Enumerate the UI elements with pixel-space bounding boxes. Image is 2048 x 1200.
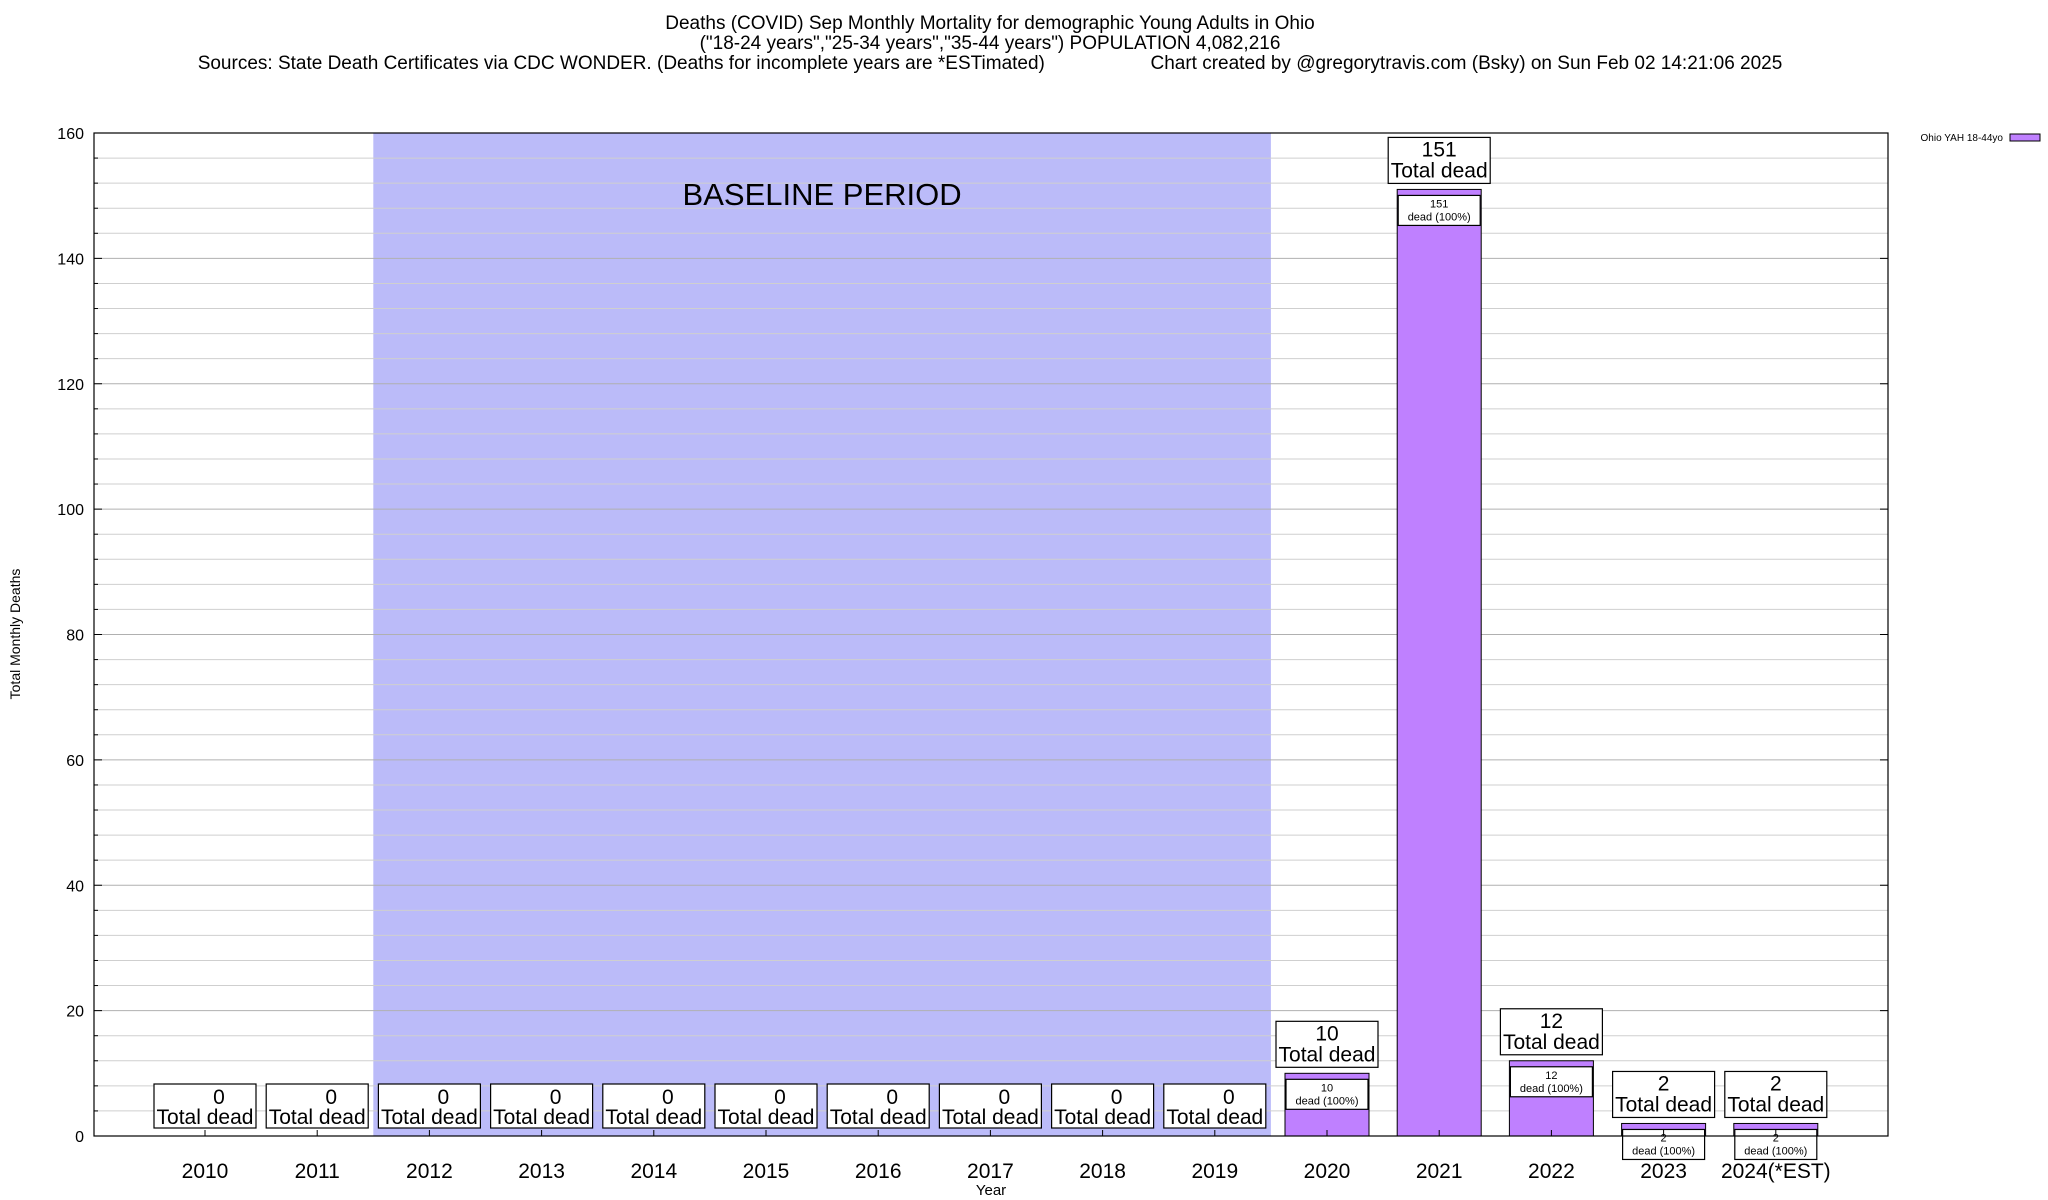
x-tick-label: 2015	[743, 1160, 790, 1183]
bar-inner-value: 151	[1430, 198, 1448, 210]
bar-total-label: Total dead	[1391, 159, 1488, 182]
x-tick-label: 2016	[855, 1160, 902, 1183]
y-tick-label: 0	[75, 1129, 84, 1146]
legend-label: Ohio YAH 18-44yo	[1921, 133, 2004, 144]
bar-inner-value: 2	[1773, 1132, 1779, 1144]
x-tick-label: 2023	[1640, 1160, 1687, 1183]
bar-inner-pct: dead (100%)	[1744, 1145, 1807, 1157]
chart-sources: Sources: State Death Certificates via CD…	[197, 53, 1045, 74]
x-tick-label: 2011	[295, 1160, 340, 1183]
bar-total-box	[826, 1083, 930, 1129]
bar-total-box	[1724, 1070, 1828, 1119]
y-axis-label: Total Monthly Deaths	[7, 569, 23, 700]
bar-total-label: Total dead	[942, 1106, 1039, 1129]
x-tick-label: 2010	[182, 1160, 229, 1183]
bar-inner-value: 12	[1545, 1070, 1557, 1082]
bar-total-label: Total dead	[718, 1106, 815, 1129]
bar-total-label: Total dead	[1279, 1043, 1376, 1066]
x-tick-label: 2017	[967, 1160, 1014, 1183]
chart-subtitle: ("18-24 years","25-34 years","35-44 year…	[699, 33, 1281, 54]
chart-title: Deaths (COVID) Sep Monthly Mortality for…	[665, 13, 1315, 34]
bar-total-box	[377, 1083, 481, 1129]
bar-total-value: 0	[662, 1086, 674, 1109]
y-tick-label: 40	[66, 878, 84, 895]
bar-total-value: 0	[886, 1086, 898, 1109]
bar-total-label: Total dead	[381, 1106, 478, 1129]
y-tick-label: 20	[66, 1004, 84, 1021]
bar-inner-label-box	[1509, 1066, 1594, 1098]
bar-total-value: 151	[1422, 138, 1457, 161]
bar-total-box	[1387, 136, 1491, 185]
bar-total-value: 0	[213, 1086, 225, 1109]
bar-total-value: 0	[1223, 1086, 1235, 1109]
x-axis-label: Year	[976, 1182, 1006, 1199]
y-tick-label: 100	[57, 502, 84, 519]
bar-total-box	[1050, 1083, 1155, 1129]
x-tick-label: 2012	[406, 1160, 453, 1183]
bar-total-value: 0	[1111, 1086, 1123, 1109]
y-tick-label: 120	[57, 377, 84, 394]
bar-total-box	[265, 1083, 369, 1129]
bar-total-label: Total dead	[269, 1106, 366, 1129]
chart-credit: Chart created by @gregorytravis.com (Bsk…	[1150, 53, 1783, 74]
bar-total-box	[1499, 1008, 1604, 1056]
bar-total-value: 12	[1540, 1010, 1563, 1033]
bar-total-value: 0	[325, 1086, 337, 1109]
x-tick-label: 2022	[1528, 1160, 1575, 1183]
bar-total-value: 0	[550, 1086, 562, 1109]
legend-swatch	[2009, 133, 2041, 142]
bar-inner-pct: dead (100%)	[1632, 1145, 1695, 1157]
bar-total-label: Total dead	[1054, 1106, 1151, 1129]
baseline-label: BASELINE PERIOD	[683, 177, 962, 212]
y-tick-label: 140	[57, 251, 84, 268]
bar-total-box	[1611, 1070, 1716, 1119]
bar-total-label: Total dead	[1615, 1093, 1712, 1116]
bar-total-label: Total dead	[830, 1106, 927, 1129]
bar-total-value: 0	[774, 1086, 786, 1109]
x-tick-label: 2021	[1416, 1160, 1463, 1183]
bar-total-box	[714, 1083, 818, 1129]
bar-inner-pct: dead (100%)	[1520, 1083, 1583, 1095]
y-tick-label: 160	[57, 126, 84, 143]
x-tick-label: 2013	[518, 1160, 565, 1183]
bar-total-value: 2	[1658, 1072, 1670, 1095]
bar-total-value: 2	[1770, 1072, 1782, 1095]
y-tick-label: 60	[66, 753, 84, 770]
x-tick-label: 2014	[630, 1160, 677, 1183]
y-tick-label: 80	[66, 628, 84, 645]
bar	[1396, 188, 1482, 1137]
bar-total-label: Total dead	[605, 1106, 702, 1129]
bar-inner-label-box	[1397, 194, 1481, 227]
bar-total-box	[490, 1083, 594, 1129]
x-tick-label: 2020	[1304, 1160, 1351, 1183]
bar-inner-pct: dead (100%)	[1296, 1095, 1359, 1107]
bar-total-label: Total dead	[1503, 1031, 1600, 1054]
bar-inner-label-box	[1285, 1078, 1369, 1110]
bar-total-value: 0	[438, 1086, 450, 1109]
x-tick-label: 2019	[1191, 1160, 1238, 1183]
bar-total-value: 10	[1315, 1022, 1338, 1045]
bar-total-label: Total dead	[493, 1106, 590, 1129]
x-tick-label: 2024(*EST)	[1721, 1160, 1831, 1183]
bar-total-box	[938, 1083, 1043, 1129]
x-tick-label: 2018	[1079, 1160, 1126, 1183]
chart-header: Deaths (COVID) Sep Monthly Mortality for…	[0, 14, 1980, 74]
bar-total-box	[602, 1083, 706, 1129]
bar-total-box	[1163, 1083, 1267, 1129]
bar-total-label: Total dead	[1166, 1106, 1263, 1129]
bar-inner-pct: dead (100%)	[1408, 211, 1471, 223]
bar-total-box	[153, 1083, 257, 1129]
bar-total-label: Total dead	[1727, 1093, 1824, 1116]
bar-total-box	[1275, 1020, 1379, 1068]
bar-total-label: Total dead	[157, 1106, 254, 1129]
bar-inner-value: 2	[1661, 1132, 1667, 1144]
chart-source-line: Sources: State Death Certificates via CD…	[0, 54, 1980, 74]
bar-inner-value: 10	[1321, 1082, 1333, 1094]
bar-total-value: 0	[999, 1086, 1011, 1109]
